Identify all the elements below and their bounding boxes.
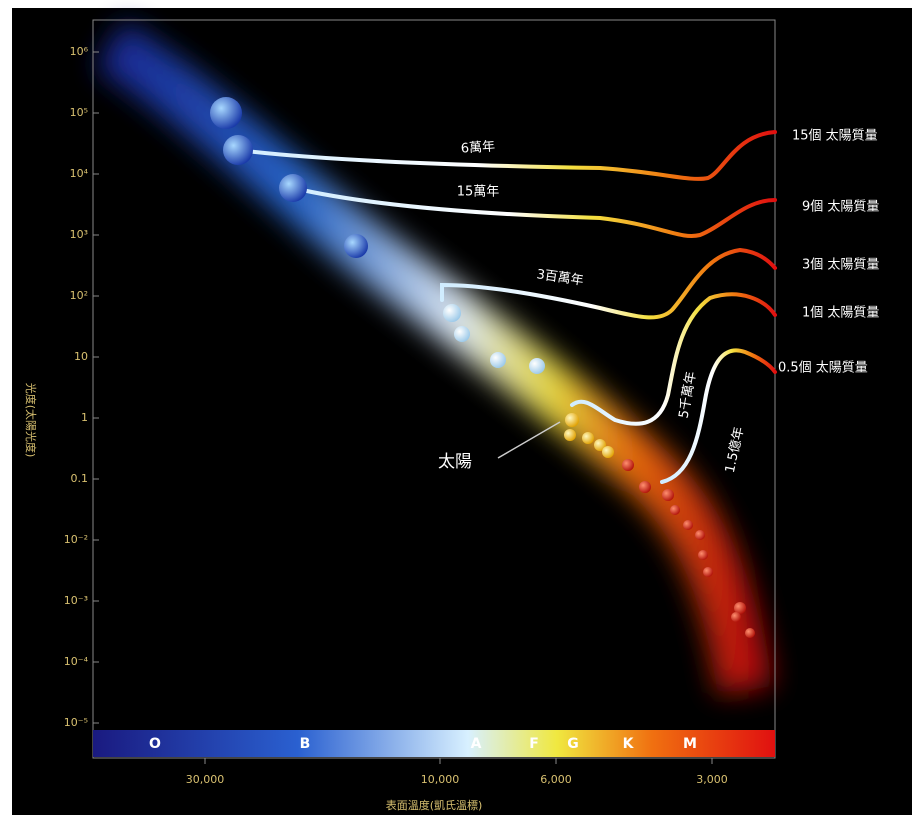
star [565,413,579,427]
star [602,446,614,458]
spectral-class: G [567,736,579,752]
star [529,358,545,374]
star [731,612,741,622]
star [662,489,674,501]
y-tick-label: 10⁻³ [64,594,88,607]
y-tick-label: 0.1 [71,472,89,485]
y-tick-label: 10⁴ [70,167,89,180]
x-tick-label: 6,000 [540,773,572,786]
x-tick-label: 30,000 [186,773,225,786]
mass-label: 3個 太陽質量 [802,258,879,273]
star [210,97,242,129]
y-tick-label: 1 [81,411,88,424]
y-tick-label: 10³ [70,228,88,241]
x-tick-label: 10,000 [421,773,460,786]
background [12,8,912,815]
track-time: 6萬年 [460,139,495,156]
star [443,304,461,322]
spectral-class: M [683,736,697,752]
y-tick-label: 10 [74,350,88,363]
y-tick-label: 10⁻⁴ [64,655,89,668]
x-tick-label: 3,000 [696,773,728,786]
y-tick-label: 10² [70,289,88,302]
mass-label: 1個 太陽質量 [802,306,879,321]
star [639,481,651,493]
spectral-class: B [300,736,311,752]
spectral-bar [93,730,775,757]
sun-label: 太陽 [438,452,472,472]
mass-label: 9個 太陽質量 [802,200,879,215]
y-axis-label: 光度(太陽光度) [24,383,38,458]
star [670,505,680,515]
star [344,234,368,258]
y-tick-label: 10⁶ [70,45,89,58]
star [695,530,705,540]
star [223,135,253,165]
hr-diagram: 太陽 光度(太陽光度) 表面溫度(凱氏溫標) 10⁶10⁵10⁴10³10²10… [0,0,923,821]
y-tick-label: 10⁻⁵ [64,716,88,729]
track-time: 15萬年 [457,185,500,200]
star [683,520,693,530]
x-axis-label: 表面溫度(凱氏溫標) [386,798,483,812]
star [698,550,708,560]
star [745,628,755,638]
mass-label: 15個 太陽質量 [792,129,878,144]
star [622,459,634,471]
star [582,432,594,444]
star [490,352,506,368]
star [703,567,713,577]
star [279,174,307,202]
y-tick-label: 10⁵ [70,106,88,119]
star [454,326,470,342]
mass-label: 0.5個 太陽質量 [778,361,868,376]
spectral-class: F [529,736,539,752]
star [564,429,576,441]
spectral-class: K [623,736,635,752]
spectral-class: O [149,736,161,752]
y-tick-label: 10⁻² [64,533,88,546]
spectral-class: A [471,736,482,752]
